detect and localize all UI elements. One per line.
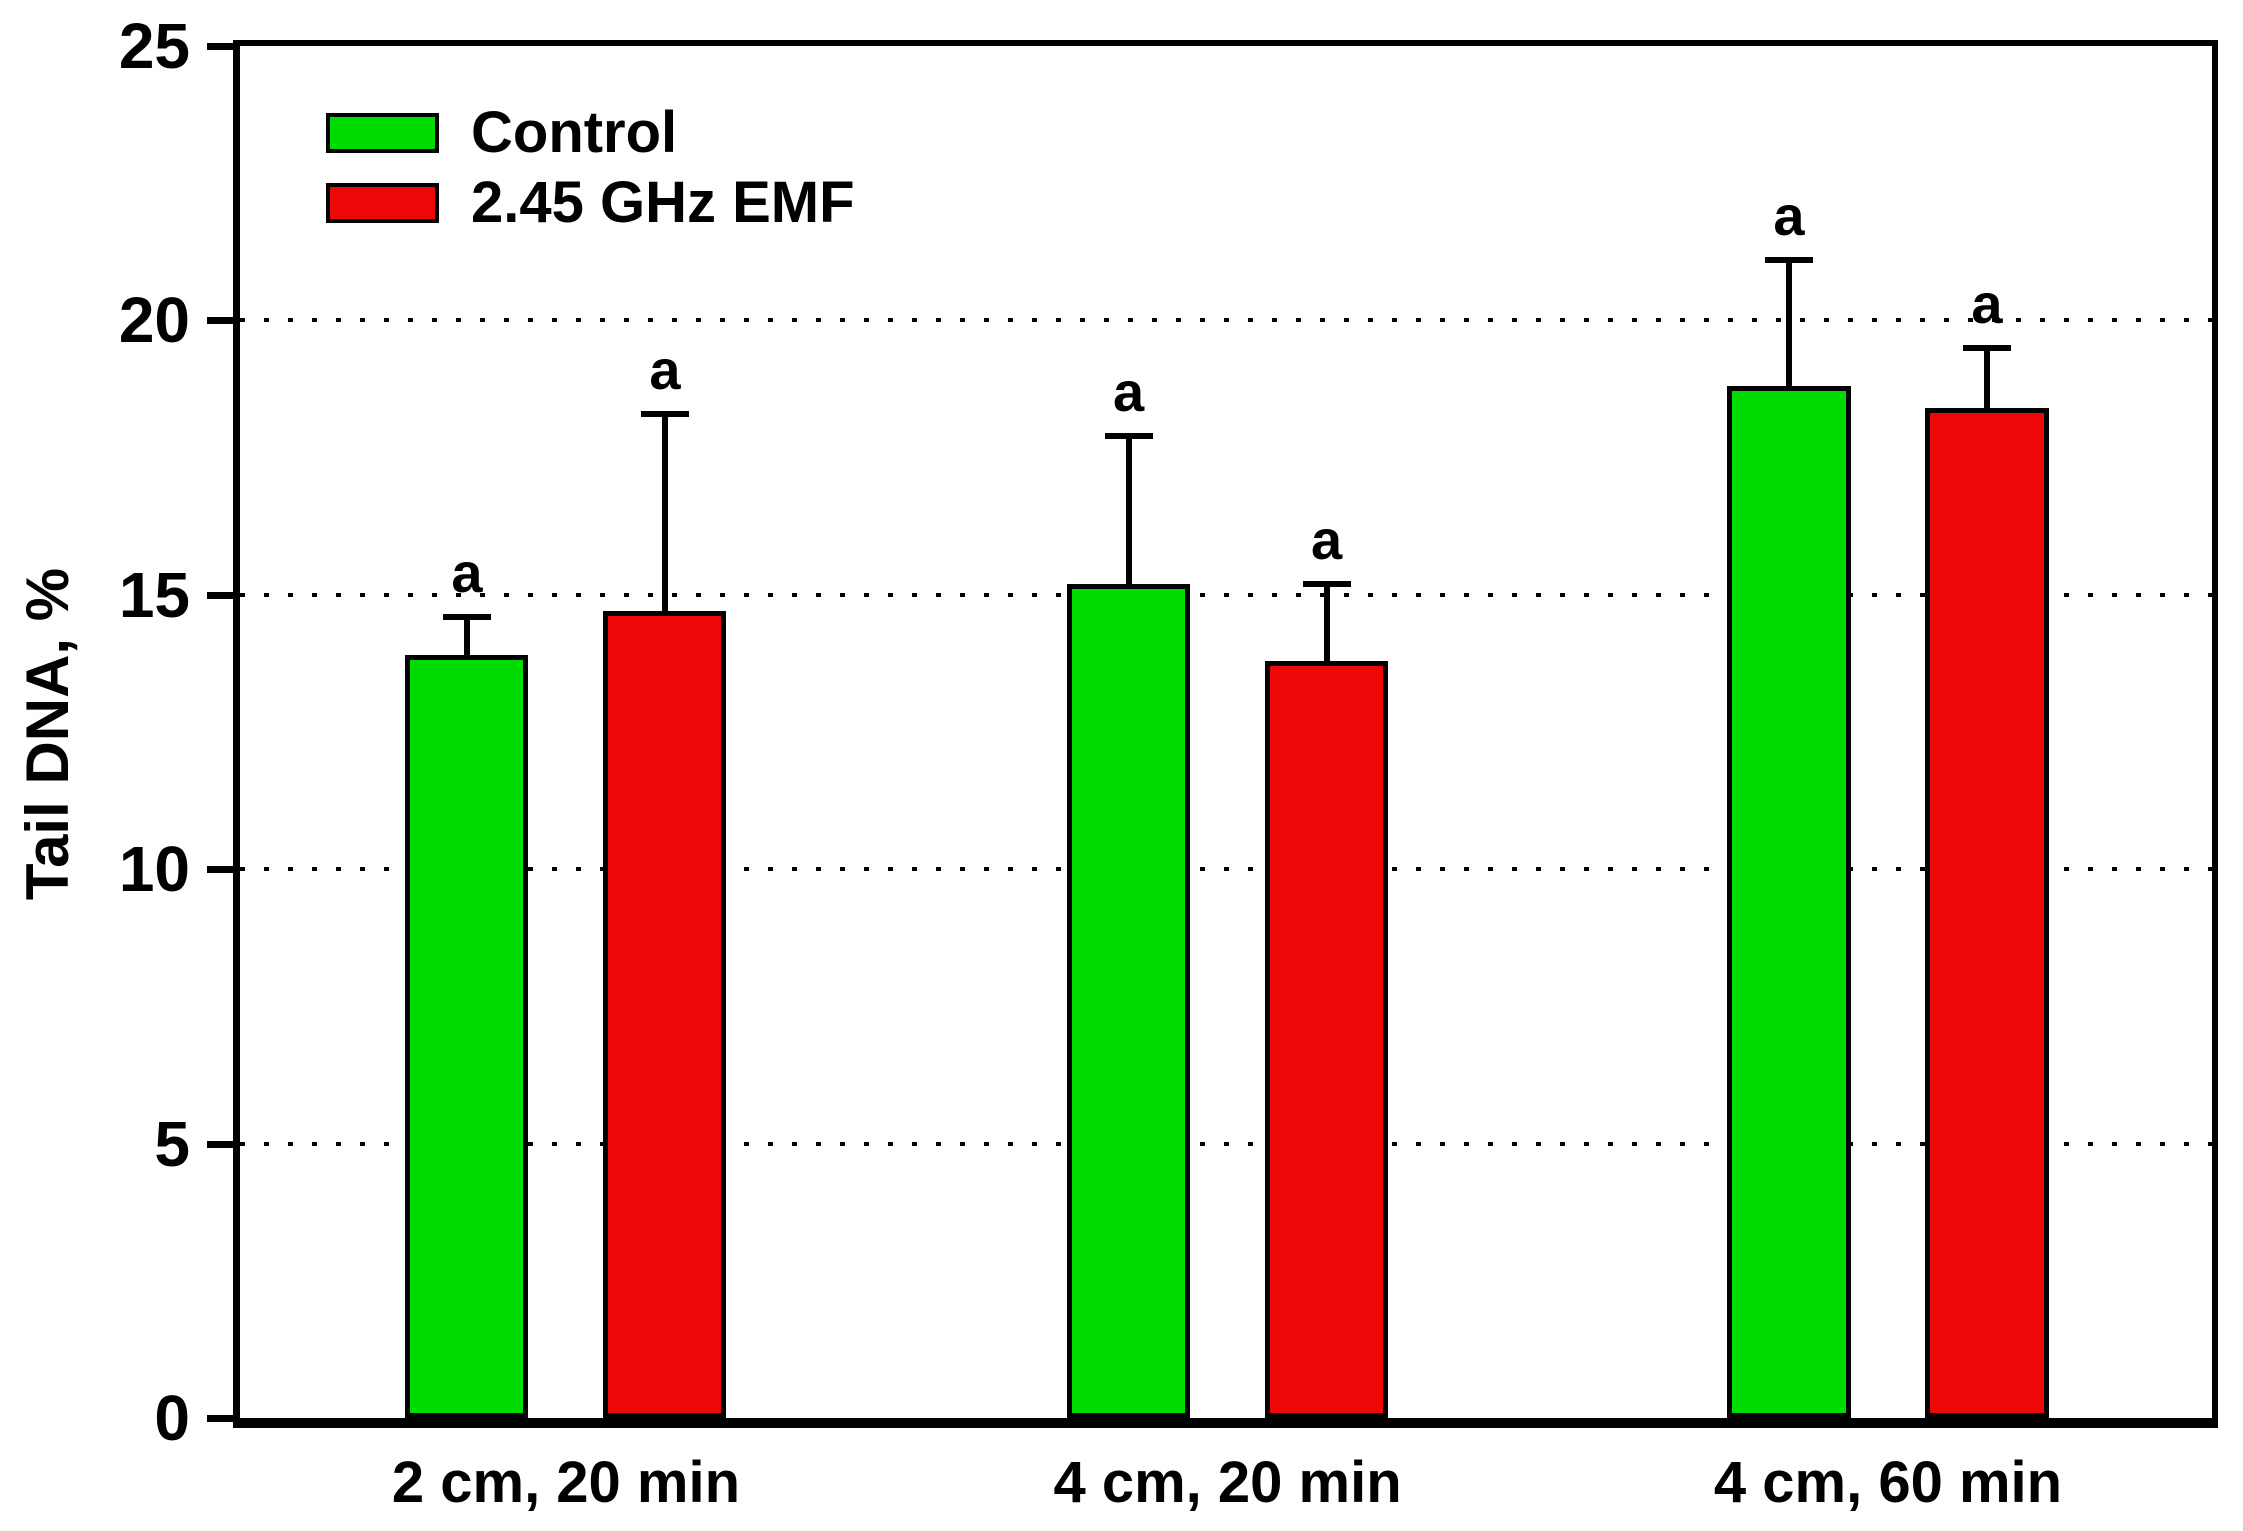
sig-label-emf-group1: a (649, 337, 681, 401)
error-bar-cap-emf-group1 (640, 410, 689, 417)
legend-swatch-emf (326, 183, 439, 223)
legend-row-control: Control (326, 104, 855, 162)
error-bar-line-emf-group1 (661, 413, 668, 612)
bar-emf-group1 (603, 611, 727, 1418)
y-tick-0 (207, 1415, 233, 1422)
y-tick-20 (207, 317, 233, 325)
error-bar-cap-control-group2 (1104, 432, 1153, 439)
y-tick-10 (207, 866, 233, 874)
gridline-20 (240, 318, 2212, 323)
y-tick-label-25: 25 (118, 10, 190, 82)
sig-label-control-group1: a (451, 540, 483, 604)
legend-label-emf: 2.45 GHz EMF (471, 170, 855, 235)
legend: Control 2.45 GHz EMF (326, 104, 855, 252)
gridline-15 (240, 592, 2212, 597)
sig-label-emf-group3: a (1971, 271, 2003, 335)
error-bar-cap-control-group3 (1765, 257, 1813, 264)
error-bar-cap-emf-group3 (1962, 344, 2011, 351)
error-bar-line-control-group1 (463, 616, 470, 656)
y-tick-label-5: 5 (154, 1107, 190, 1180)
bar-emf-group2 (1265, 660, 1389, 1418)
error-bar-line-emf-group3 (1983, 347, 1990, 409)
y-tick-label-15: 15 (118, 558, 190, 631)
y-tick-label-20: 20 (118, 284, 190, 357)
error-bar-line-control-group2 (1125, 435, 1132, 584)
legend-label-control: Control (471, 100, 678, 165)
error-bar-line-control-group3 (1786, 260, 1792, 387)
error-bar-cap-control-group1 (442, 613, 491, 620)
y-tick-label-10: 10 (118, 833, 190, 906)
bar-control-group2 (1067, 583, 1191, 1418)
error-bar-line-emf-group2 (1323, 583, 1330, 661)
x-category-label-group2: 4 cm, 20 min (1053, 1450, 1402, 1515)
gridline-10 (240, 867, 2212, 872)
gridline-5 (240, 1141, 2212, 1146)
bar-emf-group3 (1925, 408, 2049, 1418)
x-category-label-group1: 2 cm, 20 min (391, 1450, 741, 1515)
x-category-label-group3: 4 cm, 60 min (1713, 1450, 2063, 1515)
sig-label-control-group3: a (1773, 184, 1805, 248)
y-tick-25 (207, 43, 233, 50)
y-tick-15 (207, 591, 233, 599)
legend-swatch-control (326, 113, 439, 153)
legend-row-emf: 2.45 GHz EMF (326, 174, 855, 232)
sig-label-control-group2: a (1113, 359, 1145, 423)
bar-control-group1 (405, 655, 529, 1418)
plot-area: a a a a a a Control 2.45 GHz EMF (233, 40, 2218, 1428)
bar-control-group3 (1727, 386, 1851, 1418)
y-tick-label-0: 0 (154, 1382, 190, 1454)
y-tick-5 (207, 1140, 233, 1148)
sig-label-emf-group2: a (1310, 507, 1343, 571)
error-bar-cap-emf-group2 (1302, 580, 1351, 587)
